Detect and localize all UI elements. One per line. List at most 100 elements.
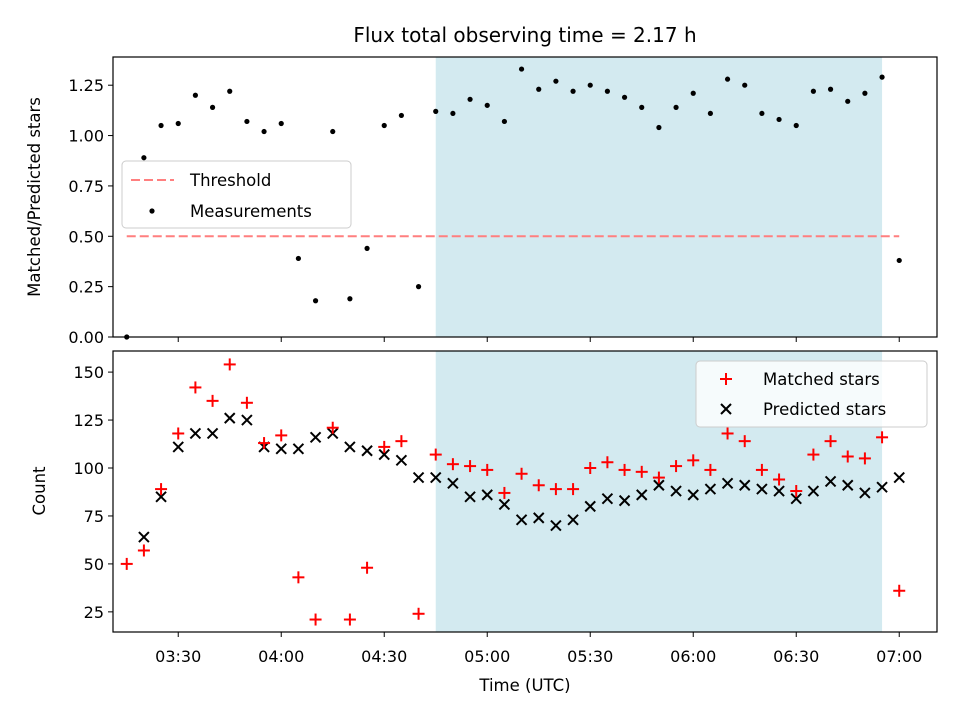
bottom-x-ticks: 03:30 04:00 04:30 05:00 05:30 06:00 06:30 07:00 [155, 632, 922, 666]
legend-measurements-label: Measurements [190, 202, 312, 221]
matched-star-point [652, 471, 665, 484]
top-y-axis-label: Matched/Predicted stars [25, 97, 44, 297]
bottom-y-tick-label: 25 [84, 603, 104, 622]
predicted-star-point [824, 475, 837, 488]
measurement-point [312, 298, 319, 304]
matched-star-point [858, 452, 871, 465]
measurement-point [364, 245, 370, 251]
bottom-y-tick-label: 50 [84, 555, 104, 574]
predicted-star-point [601, 492, 614, 505]
matched-star-point [807, 448, 820, 461]
x-axis-label: Time (UTC) [478, 676, 570, 695]
matched-star-point [549, 483, 562, 496]
predicted-star-point [498, 498, 511, 511]
matched-star-point [584, 462, 597, 475]
matched-star-point [790, 485, 803, 498]
predicted-star-point [309, 431, 322, 444]
measurement-point [192, 92, 198, 98]
legend-predicted-swatch [720, 403, 732, 415]
matched-star-point [773, 473, 786, 486]
matched-star-point [172, 427, 185, 440]
measurement-point [742, 82, 748, 88]
measurement-point [244, 118, 250, 125]
predicted-star-point [189, 427, 202, 440]
predicted-star-point [275, 443, 287, 455]
top-x-ticks [177, 337, 900, 342]
matched-star-point [412, 607, 425, 620]
matched-star-point [206, 394, 219, 407]
matched-star-point [309, 613, 322, 626]
measurement-point [141, 155, 147, 161]
matched-star-point [498, 486, 511, 499]
matched-star-point [120, 557, 133, 570]
bottom-x-tick-label: 07:00 [876, 647, 922, 666]
measurement-point [553, 78, 559, 84]
predicted-star-point [876, 481, 888, 493]
predicted-star-point [464, 491, 476, 503]
measurement-point [896, 257, 902, 264]
legend-matched-label: Matched stars [763, 370, 880, 389]
measurement-point [501, 118, 507, 125]
predicted-stars-points [138, 412, 905, 543]
matched-star-point [446, 458, 459, 471]
predicted-star-point [224, 412, 236, 424]
measurement-point [295, 255, 301, 262]
predicted-star-point [550, 519, 562, 532]
predicted-star-point [138, 531, 150, 543]
matched-star-point [687, 454, 700, 467]
predicted-star-point [790, 492, 802, 505]
predicted-star-point [618, 494, 631, 507]
predicted-star-point [344, 441, 356, 453]
predicted-star-point [636, 489, 648, 501]
measurement-point [776, 116, 782, 123]
measurement-point [793, 122, 799, 129]
bottom-x-tick-label: 05:00 [464, 647, 510, 666]
top-y-tick-label: 0.25 [68, 278, 104, 297]
matched-star-point [893, 584, 906, 597]
predicted-star-point [361, 445, 373, 457]
matched-star-point [601, 456, 614, 469]
matched-star-point [824, 435, 837, 448]
measurement-point [570, 88, 576, 94]
matched-star-point [670, 460, 683, 473]
measurement-point [587, 82, 593, 88]
predicted-star-point [533, 512, 545, 524]
predicted-star-point [395, 454, 408, 467]
top-panel: 0.00 0.25 0.50 0.75 1.00 1.25 Flux total obse… [25, 23, 938, 347]
matched-star-point [704, 463, 717, 476]
measurement-point [175, 120, 181, 127]
top-chart-title: Flux total observing time = 2.17 h [353, 23, 696, 47]
matched-star-point [137, 544, 150, 557]
predicted-star-point [447, 477, 459, 490]
matched-star-point [618, 463, 631, 476]
measurement-point [227, 88, 233, 94]
predicted-star-point [773, 485, 785, 497]
predicted-star-point [670, 485, 682, 497]
measurement-point [398, 112, 404, 119]
matched-star-point [429, 448, 442, 461]
predicted-star-point [721, 477, 734, 490]
top-y-tick-label: 0.00 [68, 328, 104, 347]
bottom-x-tick-label: 04:30 [361, 647, 407, 666]
bottom-x-tick-label: 06:00 [670, 647, 716, 666]
bottom-x-tick-label: 05:30 [567, 647, 613, 666]
predicted-star-point [412, 471, 425, 484]
measurement-point [209, 104, 216, 110]
matched-star-point [240, 396, 253, 409]
measurement-point [759, 110, 765, 117]
bottom-x-tick-label: 06:30 [773, 647, 819, 666]
measurement-point [415, 284, 422, 290]
predicted-star-point [584, 500, 596, 513]
measurement-point [673, 104, 679, 110]
measurement-point [810, 88, 817, 94]
matched-star-point [326, 421, 339, 434]
matched-star-point [189, 381, 202, 394]
measurement-point [604, 88, 611, 94]
measurement-point [381, 122, 387, 129]
bottom-legend: Matched stars Predicted stars [695, 360, 928, 428]
legend-measurements-swatch [149, 208, 155, 214]
measurement-point [879, 74, 885, 80]
bottom-legend-box [695, 360, 928, 428]
measurement-point [518, 66, 525, 72]
